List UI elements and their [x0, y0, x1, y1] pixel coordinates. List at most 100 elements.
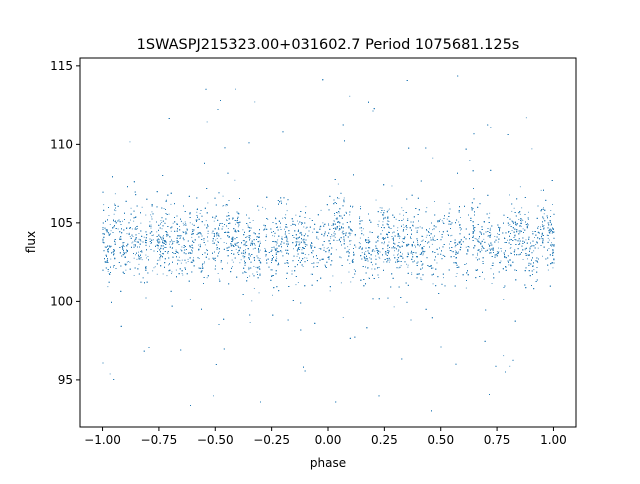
data-point — [265, 240, 267, 241]
data-point — [130, 219, 131, 221]
data-point — [543, 207, 544, 209]
data-point — [239, 262, 241, 264]
data-point — [136, 258, 138, 260]
data-point — [246, 241, 248, 242]
data-point — [189, 299, 191, 300]
data-point — [264, 226, 266, 228]
data-point — [226, 250, 228, 252]
data-point — [113, 213, 115, 215]
data-point — [222, 205, 224, 207]
data-point — [129, 236, 131, 237]
data-point — [388, 253, 389, 255]
data-point — [270, 269, 272, 271]
data-point — [179, 226, 180, 227]
data-point — [246, 236, 248, 237]
data-point — [191, 232, 193, 234]
data-point — [348, 271, 350, 273]
data-point — [182, 222, 184, 224]
data-point — [399, 213, 401, 215]
data-point — [171, 273, 172, 274]
data-points — [102, 75, 555, 412]
data-point — [403, 214, 404, 216]
data-point — [108, 235, 110, 236]
data-point — [227, 247, 229, 249]
data-point — [128, 232, 130, 234]
data-point — [508, 264, 510, 266]
data-point — [406, 263, 407, 265]
data-point — [252, 273, 254, 275]
data-point — [411, 272, 413, 274]
data-point — [133, 275, 135, 276]
data-point — [520, 230, 521, 232]
data-point — [344, 233, 346, 234]
data-point — [232, 266, 233, 268]
data-point — [171, 240, 173, 242]
data-point — [298, 223, 299, 225]
data-point — [147, 256, 149, 257]
data-point — [391, 238, 393, 240]
data-point — [352, 258, 354, 260]
data-point — [207, 240, 209, 242]
data-point — [498, 251, 500, 253]
data-point — [349, 214, 351, 216]
data-point — [552, 267, 554, 269]
data-point — [384, 217, 386, 219]
data-point — [258, 292, 260, 294]
data-point — [468, 246, 470, 248]
data-point — [458, 251, 459, 253]
data-point — [548, 230, 549, 232]
data-point — [161, 222, 163, 223]
data-point — [320, 209, 322, 211]
data-point — [319, 226, 321, 228]
data-point — [183, 224, 185, 226]
data-point — [135, 244, 136, 245]
data-point — [439, 218, 441, 220]
data-point — [338, 212, 340, 214]
data-point — [123, 251, 124, 253]
data-point — [488, 243, 489, 245]
data-point — [377, 236, 379, 237]
data-point — [367, 242, 369, 244]
data-point — [510, 252, 512, 254]
data-point — [475, 238, 477, 240]
data-point — [275, 218, 277, 220]
data-point — [153, 267, 155, 269]
data-point — [375, 255, 377, 257]
data-point — [383, 261, 385, 263]
data-point — [503, 299, 505, 300]
data-point — [521, 219, 523, 221]
data-point — [182, 274, 184, 276]
data-point — [395, 218, 397, 220]
data-point — [232, 261, 234, 263]
data-point — [140, 222, 142, 224]
data-point — [204, 244, 206, 246]
data-point — [145, 254, 147, 256]
data-point — [259, 249, 261, 251]
data-point — [163, 208, 165, 209]
data-point — [305, 206, 307, 208]
data-point — [150, 214, 152, 216]
data-point — [245, 245, 246, 247]
data-point — [217, 273, 219, 274]
data-point — [163, 235, 164, 236]
data-point — [110, 258, 112, 260]
data-point — [272, 294, 273, 296]
data-point — [141, 259, 143, 261]
data-point — [300, 231, 302, 233]
data-point — [399, 237, 400, 239]
data-point — [378, 256, 380, 258]
data-point — [510, 247, 512, 249]
data-point — [520, 222, 521, 224]
data-point — [182, 231, 184, 233]
data-point — [405, 229, 407, 230]
data-point — [495, 254, 497, 255]
data-point — [249, 322, 251, 323]
data-point — [276, 250, 278, 252]
data-point — [187, 261, 189, 262]
data-point — [196, 211, 198, 213]
data-point — [397, 230, 398, 231]
data-point — [541, 224, 543, 226]
data-point — [422, 240, 423, 242]
data-point — [318, 262, 319, 264]
data-point — [168, 213, 170, 215]
